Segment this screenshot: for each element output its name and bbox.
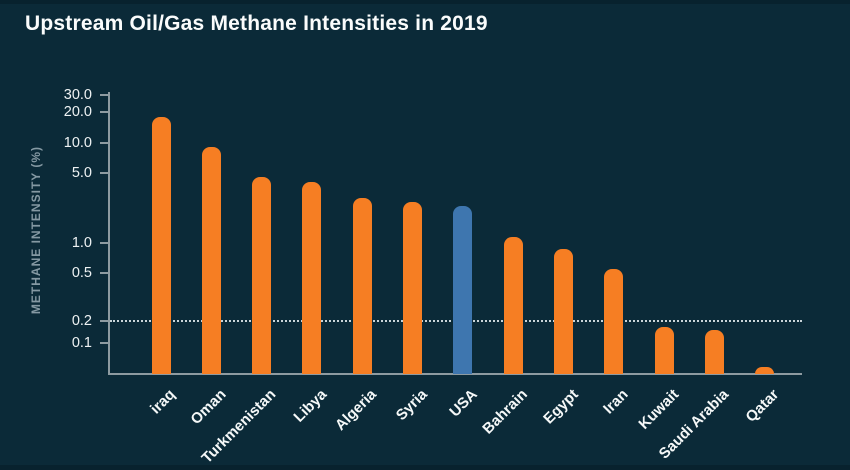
x-tick-label-algeria: Algeria — [332, 386, 381, 434]
bar-syria — [403, 201, 422, 374]
bar-bahrain — [503, 236, 523, 374]
bar-algeria — [352, 197, 372, 374]
x-tick-label-bahrain: Bahrain — [479, 386, 532, 438]
bottom-edge-strip — [0, 465, 850, 470]
y-tick-label: 0.2 — [71, 312, 92, 329]
x-tick-label-egypt: Egypt — [539, 386, 582, 428]
x-axis-line — [108, 373, 802, 375]
y-tick-label: 30.0 — [63, 86, 92, 103]
y-tick — [100, 141, 109, 144]
bar-iraq — [151, 116, 171, 374]
y-tick-label: 0.5 — [71, 264, 92, 281]
y-tick-label: 10.0 — [63, 134, 92, 151]
bar-egypt — [553, 249, 573, 374]
y-tick-label: 1.0 — [71, 234, 92, 251]
x-tick-label-iraq: iraq — [147, 386, 180, 418]
bar-turkmenistan — [252, 177, 272, 374]
x-tick-label-kuwait: Kuwait — [635, 386, 683, 433]
x-tick-label-libya: Libya — [290, 386, 330, 426]
x-tick-label-oman: Oman — [187, 386, 230, 429]
x-tick-label-syria: Syria — [392, 386, 431, 424]
y-tick-label: 20.0 — [63, 104, 92, 121]
y-tick — [100, 93, 109, 96]
y-tick — [100, 319, 109, 322]
y-axis-line — [108, 92, 110, 375]
y-tick-label: 0.1 — [71, 334, 92, 351]
x-tick-label-iran: Iran — [600, 386, 632, 418]
bar-kuwait — [654, 327, 674, 374]
bar-iran — [604, 268, 624, 374]
y-tick — [100, 241, 109, 244]
y-tick-label: 5.0 — [71, 164, 92, 181]
y-tick — [100, 271, 109, 274]
bar-saudi-arabia — [704, 329, 724, 374]
bar-qatar — [755, 366, 775, 374]
bar-usa — [453, 206, 473, 374]
y-tick — [100, 111, 109, 114]
y-tick — [100, 341, 109, 344]
bar-libya — [302, 182, 322, 374]
x-tick-label-usa: USA — [446, 386, 481, 421]
x-tick-label-qatar: Qatar — [742, 386, 783, 426]
y-tick — [100, 171, 109, 174]
chart-title: Upstream Oil/Gas Methane Intensities in … — [25, 12, 488, 35]
bar-oman — [201, 147, 221, 374]
top-edge-strip — [0, 0, 850, 4]
